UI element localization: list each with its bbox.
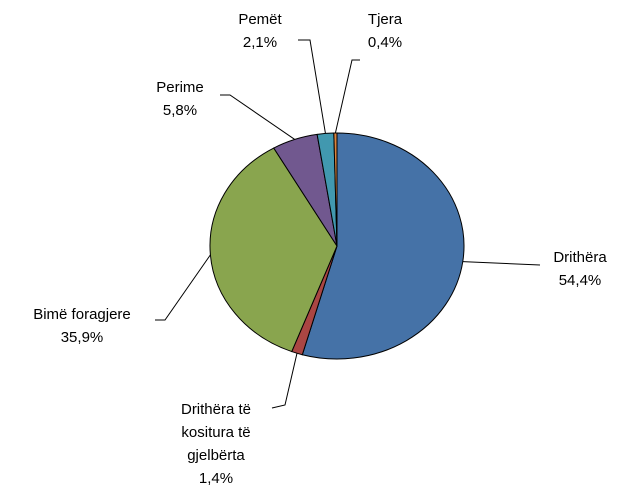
category-label: Drithëra (553, 249, 607, 266)
pie-slice (209, 147, 338, 353)
value-label: 0,4% (367, 34, 403, 51)
leader-line (220, 94, 296, 140)
slice-label: Bimë foragjere 35,9% (7, 303, 157, 349)
leader-line (298, 39, 326, 134)
value-label: 2,1% (242, 34, 278, 51)
value-label: 54,4% (558, 272, 602, 289)
leader-line (271, 353, 298, 409)
slice-label: Drithëra të kositura të gjelbërta 1,4% (154, 398, 279, 487)
category-label: Perime (156, 79, 204, 96)
category-label: Drithëra të kositura të gjelbërta (180, 401, 252, 464)
value-label: 35,9% (60, 329, 104, 346)
slice-label: Tjera 0,4% (345, 8, 425, 54)
slice-label: Perime 5,8% (140, 76, 220, 122)
pie-slice (333, 132, 338, 247)
category-label: Pemët (238, 11, 282, 28)
pie-slice (301, 132, 465, 360)
leader-line (155, 254, 211, 321)
value-label: 1,4% (198, 470, 234, 487)
leader-line (334, 59, 360, 134)
leader-line (462, 261, 541, 266)
category-label: Tjera (367, 11, 403, 28)
value-label: 5,8% (162, 102, 198, 119)
slice-label: Drithëra 54,4% (530, 246, 628, 292)
slice-label: Pemët 2,1% (220, 8, 300, 54)
category-label: Bimë foragjere (33, 306, 131, 323)
